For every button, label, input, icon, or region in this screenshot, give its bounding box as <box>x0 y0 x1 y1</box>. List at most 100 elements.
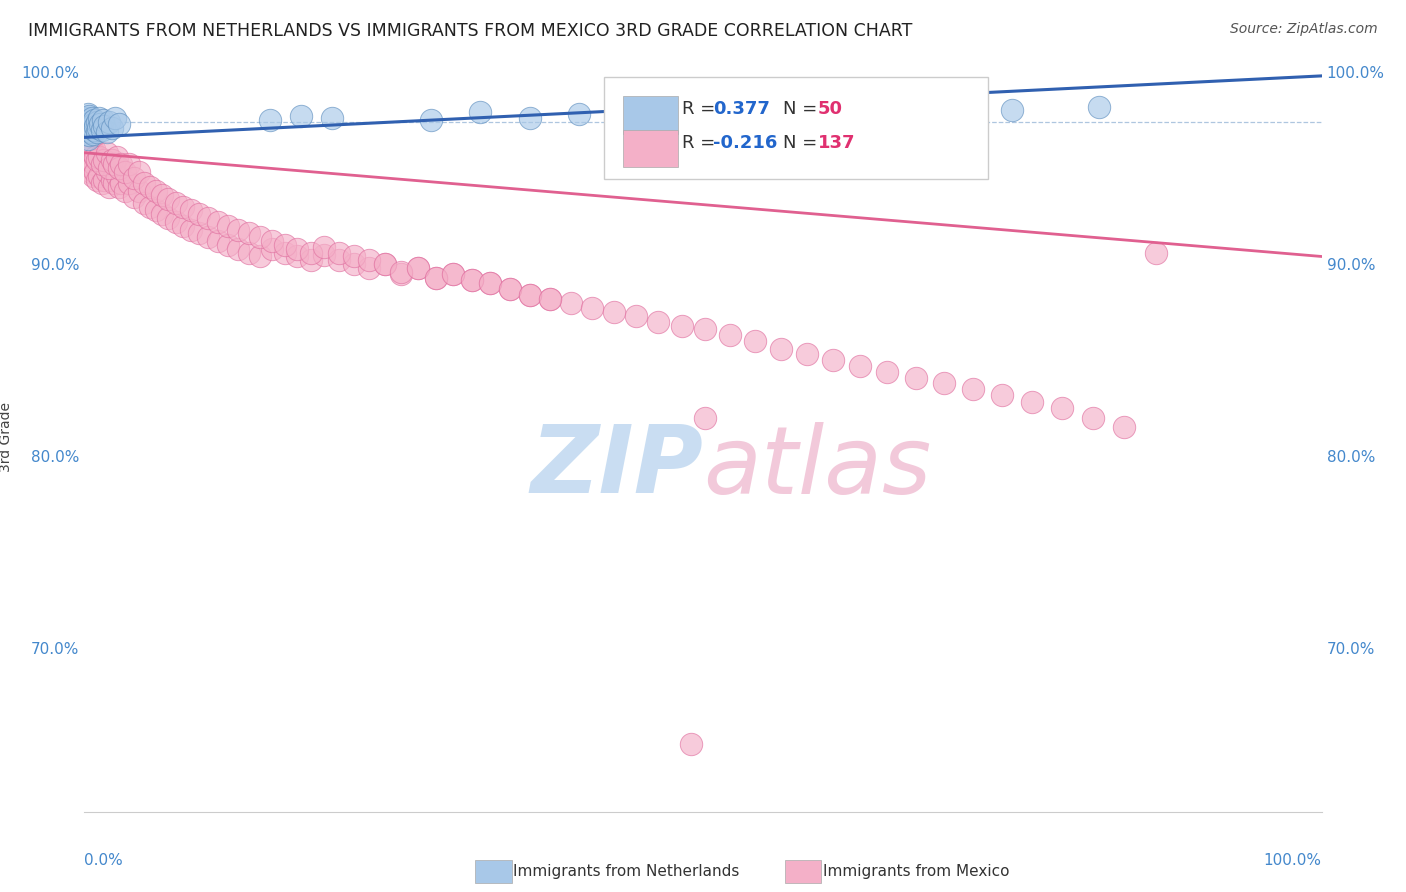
Point <box>299 253 322 268</box>
Text: atlas: atlas <box>703 422 931 513</box>
Point <box>145 184 167 198</box>
Point <box>96 165 118 179</box>
Point <box>87 120 110 135</box>
Text: Immigrants from Netherlands: Immigrants from Netherlands <box>513 864 740 879</box>
Text: 137: 137 <box>818 134 856 152</box>
FancyBboxPatch shape <box>605 78 987 178</box>
Point <box>79 125 101 139</box>
Point <box>538 292 561 306</box>
Point <box>84 150 107 164</box>
Point <box>249 230 271 244</box>
Point <box>357 260 380 275</box>
Point <box>79 159 101 173</box>
Point <box>343 257 366 271</box>
Point <box>617 109 640 123</box>
Point <box>89 150 111 164</box>
Point <box>114 184 136 198</box>
Point <box>904 370 927 384</box>
Text: 100.0%: 100.0% <box>1264 853 1322 868</box>
Point <box>1001 103 1024 118</box>
Point <box>80 161 103 175</box>
Point <box>285 250 308 264</box>
Point <box>86 153 108 168</box>
Point <box>217 238 239 252</box>
Point <box>1050 401 1073 416</box>
Point <box>624 309 647 323</box>
Point <box>991 388 1014 402</box>
Point <box>262 242 284 256</box>
FancyBboxPatch shape <box>623 130 678 168</box>
Point <box>374 257 396 271</box>
Point <box>343 250 366 264</box>
Point <box>717 107 740 121</box>
Point <box>939 102 962 116</box>
Point <box>581 301 603 316</box>
Point <box>249 250 271 264</box>
Point <box>93 153 115 168</box>
Point <box>76 127 98 141</box>
Point <box>328 253 350 268</box>
Point <box>197 211 219 225</box>
Point <box>91 113 114 128</box>
Point <box>328 245 350 260</box>
Point <box>89 169 111 183</box>
Point <box>217 219 239 233</box>
Point <box>274 245 297 260</box>
Point <box>128 165 150 179</box>
Point <box>82 169 104 183</box>
Point <box>103 157 125 171</box>
Point <box>479 277 502 291</box>
Point <box>86 125 108 139</box>
Point <box>82 145 104 160</box>
Point <box>118 157 141 171</box>
Point <box>695 322 717 336</box>
Point <box>89 117 111 131</box>
Point <box>79 165 101 179</box>
Point <box>1081 410 1104 425</box>
Point <box>568 107 591 121</box>
Point <box>408 260 430 275</box>
Point <box>100 153 122 168</box>
Point <box>165 195 187 210</box>
Point <box>389 267 412 281</box>
Point <box>1088 100 1111 114</box>
Point <box>82 127 104 141</box>
Point <box>357 253 380 268</box>
Point <box>479 277 502 291</box>
Text: Source: ZipAtlas.com: Source: ZipAtlas.com <box>1230 22 1378 37</box>
Point <box>105 169 128 183</box>
Text: 0.0%: 0.0% <box>84 853 124 868</box>
Point <box>238 227 260 241</box>
Point <box>1112 420 1135 434</box>
Text: 0.377: 0.377 <box>713 100 769 118</box>
Point <box>80 120 103 135</box>
Point <box>389 265 412 279</box>
Point <box>425 270 447 285</box>
Point <box>79 134 101 148</box>
Point <box>718 328 741 343</box>
Point <box>80 142 103 156</box>
Point <box>114 165 136 179</box>
Point <box>538 292 561 306</box>
Point <box>98 161 121 175</box>
Point <box>769 342 792 356</box>
Point <box>188 207 211 221</box>
Point <box>84 165 107 179</box>
Point <box>519 111 541 125</box>
Point <box>165 215 187 229</box>
Point <box>172 219 194 233</box>
Point <box>821 353 844 368</box>
Text: R =: R = <box>682 100 721 118</box>
Point <box>679 738 702 752</box>
Point <box>75 138 97 153</box>
Point <box>188 227 211 241</box>
Point <box>76 127 98 141</box>
Text: -0.216: -0.216 <box>713 134 778 152</box>
Point <box>79 115 101 129</box>
Point <box>419 113 441 128</box>
Point <box>122 170 145 185</box>
Point <box>93 172 115 186</box>
Point <box>560 295 582 310</box>
Point <box>877 103 900 118</box>
Point <box>796 347 818 361</box>
